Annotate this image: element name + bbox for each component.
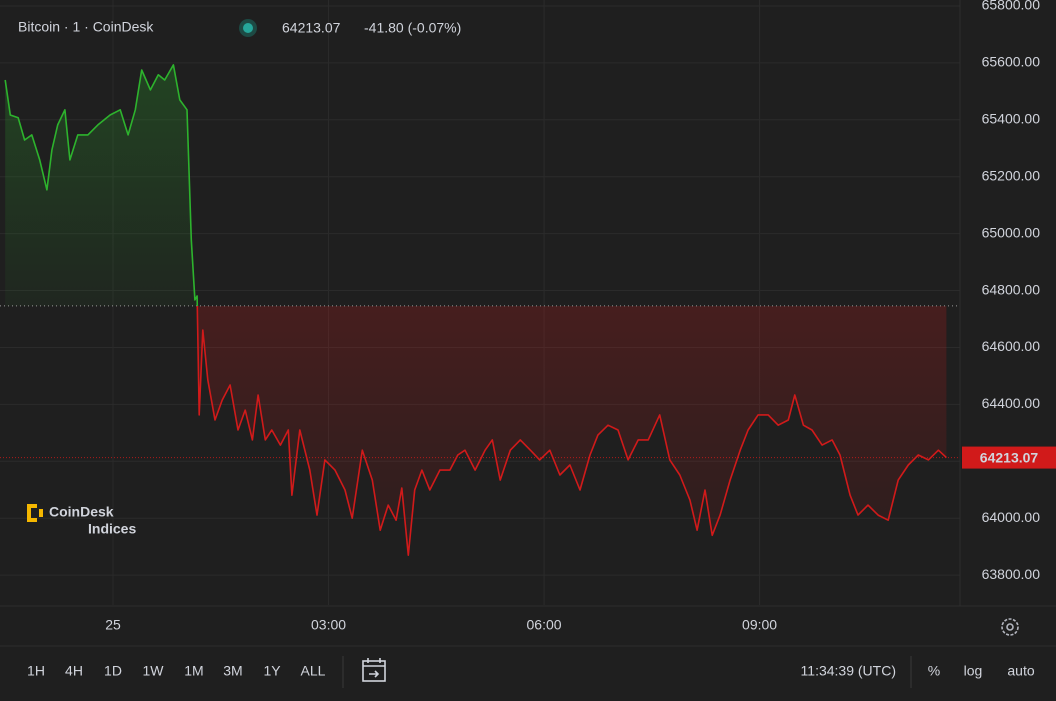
toolbar: 1H 4H 1D 1W 1M 3M 1Y ALL 11:34:39 (UTC)% log auto	[27, 663, 1035, 679]
y-tick-label: 63800.00	[982, 566, 1041, 582]
logo: CoinDesk Indices	[27, 504, 136, 537]
logo-icon	[27, 504, 43, 522]
y-tick-label: 65600.00	[982, 54, 1041, 70]
clock: 11:34:39 (UTC)	[801, 663, 896, 679]
y-tick-label: 64800.00	[982, 281, 1041, 297]
area	[5, 64, 947, 556]
y-tick-label: 64000.00	[982, 509, 1041, 525]
plot	[0, 64, 960, 556]
header-price: 64213.07	[282, 20, 341, 36]
header-change: -41.80 (-0.07%)	[364, 20, 461, 36]
x-tick-label: 03:00	[311, 617, 346, 633]
option-button[interactable]: %	[928, 663, 940, 679]
y-tick-label: 65200.00	[982, 167, 1041, 183]
range-button[interactable]: 4H	[65, 663, 83, 679]
range-button[interactable]: 1Y	[263, 663, 281, 679]
range-button[interactable]: 3M	[223, 663, 242, 679]
chart-title: Bitcoin · 1 · CoinDesk	[18, 19, 154, 35]
x-tick-label: 06:00	[527, 617, 562, 633]
option-button[interactable]: log	[964, 663, 983, 679]
y-tick-label: 65400.00	[982, 111, 1041, 127]
price-line	[4, 64, 947, 556]
range-button[interactable]: 1H	[27, 663, 45, 679]
range-button[interactable]: 1M	[184, 663, 203, 679]
last-price-label: 64213.07	[980, 449, 1039, 465]
range-button[interactable]: ALL	[301, 663, 326, 679]
x-tick-label: 25	[105, 617, 121, 633]
y-tick-label: 64400.00	[982, 395, 1041, 411]
logo-sub: Indices	[88, 521, 136, 537]
x-tick-label: 09:00	[742, 617, 777, 633]
logo-name: CoinDesk	[49, 504, 114, 520]
calendar-icon[interactable]	[362, 658, 386, 682]
range-button[interactable]: 1D	[104, 663, 122, 679]
y-tick-label: 65000.00	[982, 224, 1041, 240]
last-price-box	[962, 446, 1056, 469]
settings-icon[interactable]	[1001, 618, 1019, 636]
y-tick-label: 64600.00	[982, 338, 1041, 354]
y-tick-label: 65800.00	[982, 0, 1041, 13]
range-button[interactable]: 1W	[143, 663, 165, 679]
option-button[interactable]: auto	[1007, 663, 1034, 679]
status-dot	[243, 23, 253, 33]
